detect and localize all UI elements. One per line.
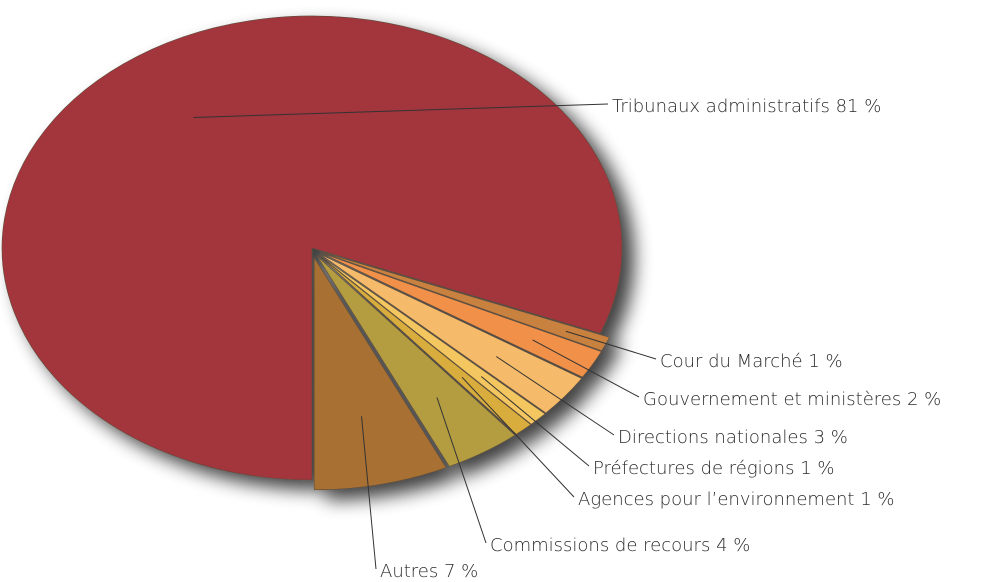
slice-label: Autres 7 % (380, 561, 478, 582)
slice-label: Directions nationales 3 % (618, 427, 848, 448)
value-label: 1 % (800, 458, 834, 479)
category-label: Cour du Marché (660, 351, 803, 372)
category-label: Préfectures de régions (593, 458, 794, 479)
slice (320, 252, 602, 378)
slice-label: Préfectures de régions 1 % (593, 458, 835, 479)
slice-label: Cour du Marché 1 % (660, 351, 843, 372)
leader-line (436, 397, 487, 544)
category-label: Directions nationales (618, 427, 808, 448)
value-label: 4 % (716, 535, 750, 556)
value-label: 2 % (907, 389, 941, 410)
slice-label: Agences pour l’environnement 1 % (578, 489, 895, 510)
category-label: Tribunaux administratifs (612, 96, 830, 117)
value-label: 7 % (444, 561, 478, 582)
category-label: Autres (380, 561, 438, 582)
value-label: 81 % (836, 96, 882, 117)
labels: Tribunaux administratifs 81 % Cour du Mar… (193, 96, 941, 582)
slice (321, 251, 610, 352)
slice (313, 256, 447, 491)
slice (318, 255, 532, 435)
leader-line (532, 339, 640, 398)
pie (1, 15, 623, 491)
value-label: 1 % (808, 351, 842, 372)
value-label: 3 % (814, 427, 848, 448)
slice (1, 15, 623, 481)
slice (317, 256, 516, 467)
slice-label: Gouvernement et ministères 2 % (643, 389, 941, 410)
category-label: Gouvernement et ministères (643, 389, 901, 410)
leader-line (480, 376, 590, 467)
value-label: 1 % (860, 489, 894, 510)
slice (319, 253, 583, 414)
category-label: Commissions de recours (490, 535, 710, 556)
slice-label: Tribunaux administratifs 81 % (612, 96, 881, 117)
leader-line (565, 330, 657, 360)
leader-line (361, 416, 377, 570)
leader-line (495, 356, 615, 436)
category-label: Agences pour l’environnement (578, 489, 854, 510)
slice-label: Commissions de recours 4 % (490, 535, 750, 556)
leader-line (193, 103, 609, 119)
leader-line (461, 376, 575, 498)
